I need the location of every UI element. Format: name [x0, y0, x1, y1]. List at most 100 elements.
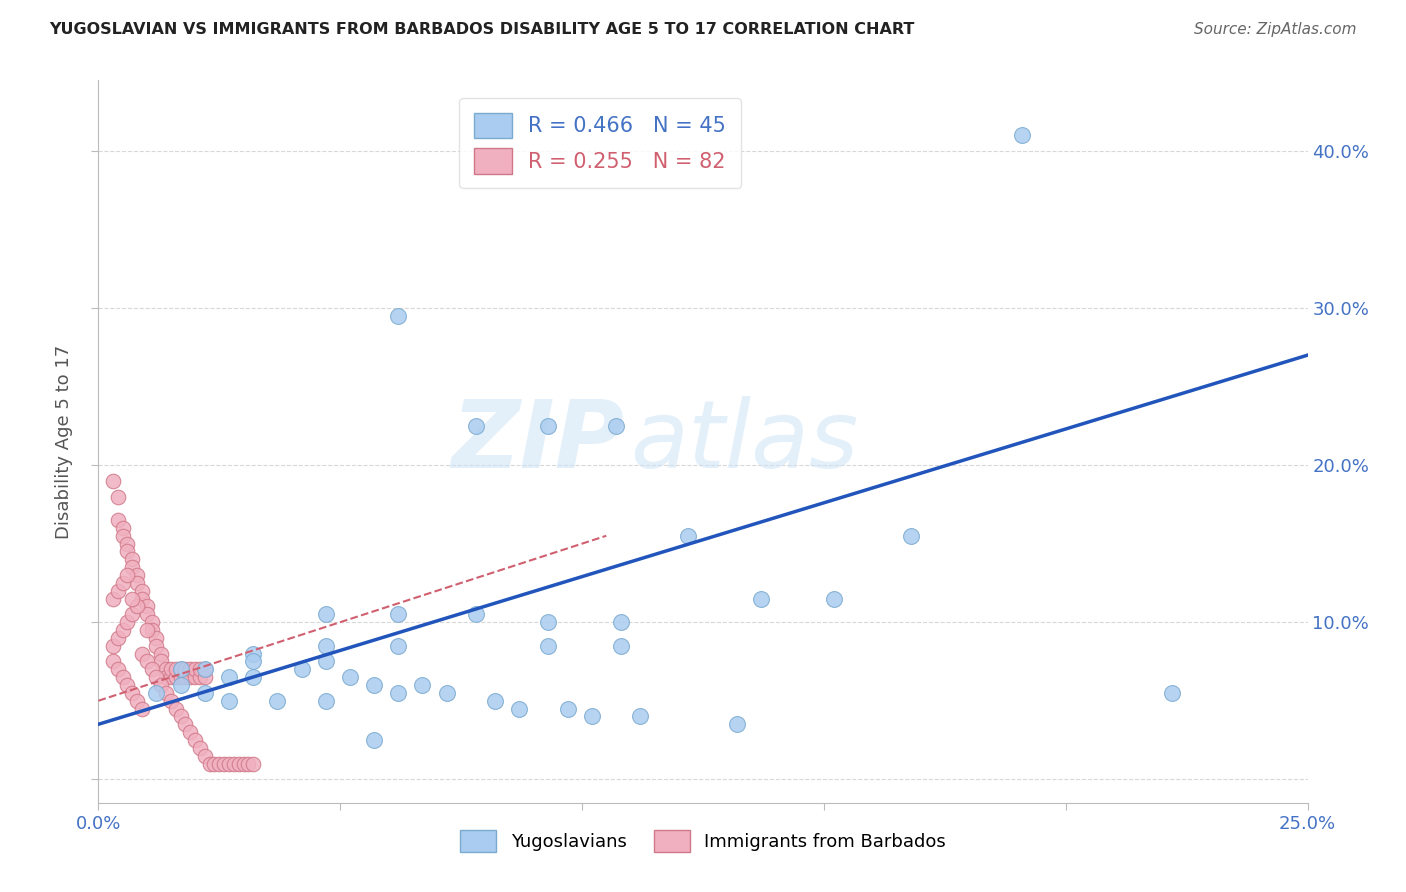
- Text: YUGOSLAVIAN VS IMMIGRANTS FROM BARBADOS DISABILITY AGE 5 TO 17 CORRELATION CHART: YUGOSLAVIAN VS IMMIGRANTS FROM BARBADOS …: [49, 22, 914, 37]
- Point: [101, 655, 124, 669]
- Point: [464, 607, 486, 622]
- Point: [165, 662, 187, 676]
- Point: [155, 670, 177, 684]
- Point: [174, 670, 197, 684]
- Point: [1011, 128, 1033, 143]
- Point: [150, 678, 173, 692]
- Point: [188, 662, 211, 676]
- Point: [212, 756, 235, 771]
- Point: [242, 756, 264, 771]
- Point: [169, 709, 191, 723]
- Point: [537, 615, 560, 630]
- Point: [107, 631, 129, 645]
- Point: [127, 568, 149, 582]
- Point: [411, 678, 433, 692]
- Point: [169, 662, 191, 676]
- Text: Source: ZipAtlas.com: Source: ZipAtlas.com: [1194, 22, 1357, 37]
- Point: [218, 756, 240, 771]
- Point: [557, 701, 579, 715]
- Point: [508, 701, 530, 715]
- Point: [160, 694, 183, 708]
- Point: [141, 623, 163, 637]
- Point: [194, 670, 217, 684]
- Point: [117, 568, 139, 582]
- Point: [228, 756, 250, 771]
- Point: [160, 662, 183, 676]
- Point: [749, 591, 772, 606]
- Point: [135, 655, 157, 669]
- Point: [107, 583, 129, 598]
- Point: [242, 670, 264, 684]
- Point: [145, 670, 167, 684]
- Point: [111, 529, 134, 543]
- Point: [141, 662, 163, 676]
- Point: [290, 662, 312, 676]
- Point: [145, 639, 167, 653]
- Point: [117, 544, 139, 558]
- Point: [150, 655, 173, 669]
- Point: [387, 607, 409, 622]
- Point: [165, 670, 187, 684]
- Point: [315, 639, 337, 653]
- Legend: Yugoslavians, Immigrants from Barbados: Yugoslavians, Immigrants from Barbados: [453, 822, 953, 859]
- Point: [184, 670, 207, 684]
- Point: [484, 694, 506, 708]
- Point: [315, 607, 337, 622]
- Point: [107, 662, 129, 676]
- Point: [179, 670, 201, 684]
- Point: [823, 591, 845, 606]
- Text: ZIP: ZIP: [451, 395, 624, 488]
- Point: [242, 647, 264, 661]
- Y-axis label: Disability Age 5 to 17: Disability Age 5 to 17: [55, 344, 73, 539]
- Point: [111, 575, 134, 590]
- Point: [101, 474, 124, 488]
- Point: [121, 686, 143, 700]
- Point: [127, 599, 149, 614]
- Point: [1161, 686, 1184, 700]
- Point: [160, 670, 183, 684]
- Point: [117, 615, 139, 630]
- Point: [127, 694, 149, 708]
- Point: [111, 670, 134, 684]
- Point: [266, 694, 288, 708]
- Point: [581, 709, 603, 723]
- Point: [141, 615, 163, 630]
- Point: [150, 647, 173, 661]
- Point: [117, 678, 139, 692]
- Point: [169, 662, 191, 676]
- Point: [315, 655, 337, 669]
- Point: [131, 583, 153, 598]
- Point: [436, 686, 458, 700]
- Point: [204, 756, 226, 771]
- Point: [242, 655, 264, 669]
- Point: [101, 639, 124, 653]
- Point: [188, 670, 211, 684]
- Point: [678, 529, 700, 543]
- Point: [188, 740, 211, 755]
- Point: [131, 701, 153, 715]
- Point: [107, 513, 129, 527]
- Point: [169, 678, 191, 692]
- Point: [169, 670, 191, 684]
- Point: [222, 756, 245, 771]
- Point: [363, 733, 385, 747]
- Point: [121, 607, 143, 622]
- Point: [174, 662, 197, 676]
- Point: [387, 686, 409, 700]
- Point: [900, 529, 922, 543]
- Point: [184, 662, 207, 676]
- Point: [194, 686, 217, 700]
- Point: [537, 639, 560, 653]
- Point: [107, 490, 129, 504]
- Point: [174, 717, 197, 731]
- Point: [179, 662, 201, 676]
- Point: [127, 575, 149, 590]
- Point: [537, 418, 560, 433]
- Point: [131, 591, 153, 606]
- Point: [111, 623, 134, 637]
- Point: [184, 733, 207, 747]
- Point: [363, 678, 385, 692]
- Point: [194, 748, 217, 763]
- Point: [725, 717, 748, 731]
- Point: [179, 725, 201, 739]
